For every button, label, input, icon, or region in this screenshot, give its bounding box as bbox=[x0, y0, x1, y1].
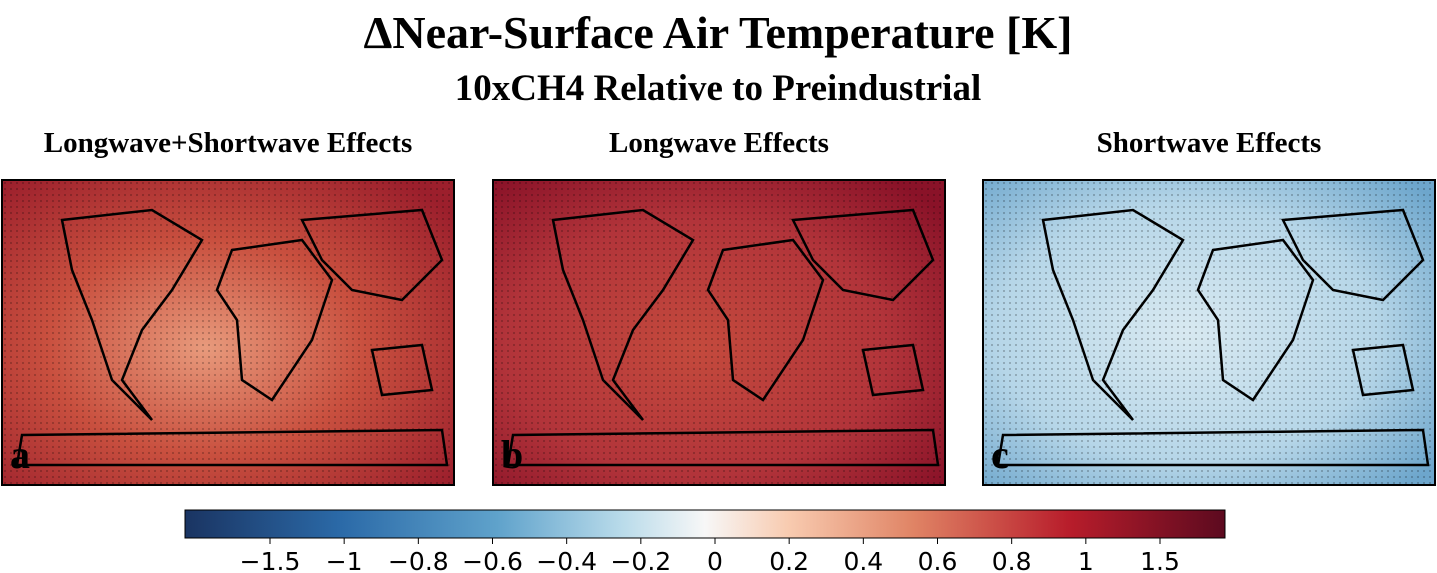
subtitle: 10xCH4 Relative to Preindustrial bbox=[455, 68, 982, 109]
significance-dots bbox=[983, 180, 1435, 485]
colorbar-tick-label: −0.4 bbox=[536, 547, 597, 573]
panels: a Longwave+Shortwave Effects b Longwave Eff… bbox=[1, 127, 1436, 486]
panel-letter: b bbox=[501, 432, 523, 477]
map-panel: a bbox=[1, 179, 455, 486]
colorbar-tick-label: −0.2 bbox=[610, 547, 671, 573]
title: ΔNear-Surface Air Temperature [K] bbox=[364, 7, 1073, 58]
map-panel: b bbox=[492, 179, 946, 486]
colorbar-tick-label: −1.5 bbox=[240, 547, 301, 573]
colorbar-tick-label: 0.6 bbox=[918, 547, 958, 573]
panel-title: Shortwave Effects bbox=[1097, 127, 1322, 159]
colorbar-tick-label: −0.6 bbox=[462, 547, 523, 573]
significance-dots bbox=[493, 180, 945, 485]
colorbar-ticks: −1.5 −1 −0.8 −0.6 −0.4 −0.2 0 0.2 0.4 0.6 0.8 1 1.5 bbox=[240, 538, 1180, 573]
coastlines bbox=[996, 208, 1430, 467]
coastlines bbox=[15, 208, 449, 467]
colorbar-tick-label: 0.4 bbox=[843, 547, 883, 573]
colorbar-tick-label: 1.5 bbox=[1140, 547, 1180, 573]
panel-title: Longwave+Shortwave Effects bbox=[44, 127, 413, 159]
panel-letter: c bbox=[991, 432, 1009, 477]
panel-letter: a bbox=[10, 432, 30, 477]
colorbar-tick-label: 0.8 bbox=[992, 547, 1032, 573]
colorbar-tick-label: 0.2 bbox=[769, 547, 809, 573]
panel-title: Longwave Effects bbox=[609, 127, 829, 159]
colorbar-tick-label: 1 bbox=[1078, 547, 1094, 573]
colorbar-tick-label: −1 bbox=[326, 547, 363, 573]
colorbar-tick-label: −0.8 bbox=[388, 547, 449, 573]
significance-dots bbox=[2, 180, 454, 485]
map-panel: c bbox=[982, 179, 1436, 486]
coastlines bbox=[506, 208, 940, 467]
colorbar bbox=[184, 509, 1226, 539]
colorbar-tick-label: 0 bbox=[707, 547, 723, 573]
